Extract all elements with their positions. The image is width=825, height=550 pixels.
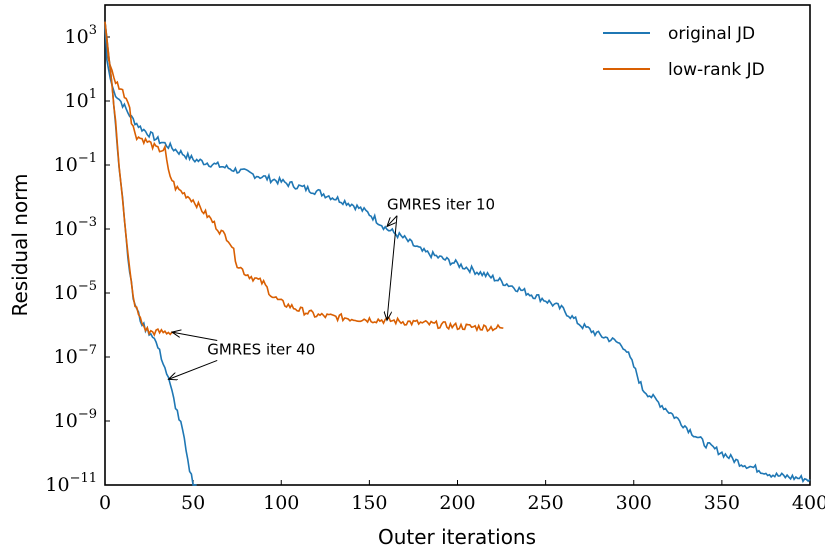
annotation-arrow (387, 215, 398, 321)
x-axis-label: Outer iterations (378, 525, 536, 549)
y-tick-label: 103 (65, 23, 97, 48)
x-axis-ticks: 0 50 100 150 200 250 300 350 400 (99, 480, 825, 514)
plot-frame (104, 4, 811, 486)
x-tick-label: 350 (704, 492, 740, 514)
plot-area (104, 4, 811, 486)
x-tick-label: 100 (263, 492, 299, 514)
annotation-label: GMRES iter 40 (207, 340, 315, 358)
x-tick-label: 300 (616, 492, 652, 514)
legend-label: original JD (668, 24, 755, 44)
y-axis-label: Residual norm (8, 173, 32, 316)
x-tick-label: 250 (527, 492, 563, 514)
x-tick-label: 400 (792, 492, 825, 514)
x-tick-label: 0 (99, 492, 111, 514)
series-line-1 (104, 21, 504, 333)
y-tick-label: 10−5 (54, 279, 97, 304)
legend-label: low-rank JD (668, 60, 765, 80)
annotation-arrow (168, 359, 218, 379)
annotation-label: GMRES iter 10 (387, 196, 495, 214)
y-axis-ticks: 103 101 10−1 10−3 10−5 10−7 10−9 10−11 (45, 23, 110, 496)
y-tick-label: 10−11 (45, 471, 97, 496)
legend: original JD low-rank JD (603, 24, 765, 80)
y-tick-label: 10−3 (54, 215, 97, 240)
x-tick-label: 50 (181, 492, 205, 514)
x-tick-label: 150 (351, 492, 387, 514)
y-tick-label: 10−7 (54, 343, 97, 368)
series-line-3 (104, 21, 176, 337)
series-line-0 (104, 21, 811, 484)
annotation-arrow (387, 215, 398, 227)
y-tick-label: 10−9 (54, 407, 97, 432)
annotations: GMRES iter 10 GMRES iter 40 (168, 196, 495, 380)
y-tick-label: 10−1 (54, 151, 97, 176)
y-tick-label: 101 (65, 87, 97, 112)
series-lines (104, 21, 811, 486)
annotation-arrow (172, 332, 218, 341)
x-tick-label: 200 (439, 492, 475, 514)
